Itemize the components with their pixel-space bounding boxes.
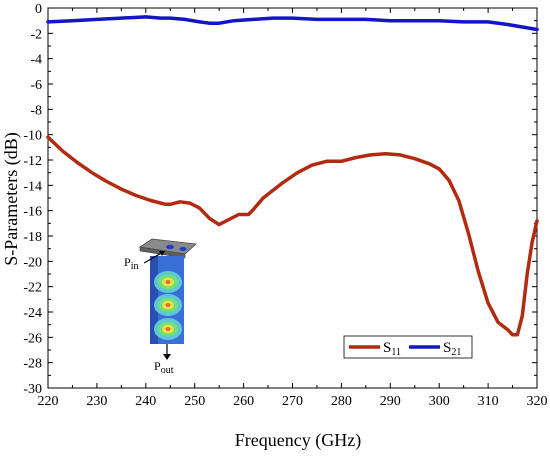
y-tick-label: -20 bbox=[23, 255, 42, 270]
y-tick-label: -16 bbox=[23, 205, 42, 220]
x-tick-label: 270 bbox=[282, 394, 303, 409]
x-tick-label: 290 bbox=[380, 394, 401, 409]
x-tick-label: 300 bbox=[429, 394, 450, 409]
y-tick-label: -14 bbox=[23, 179, 42, 194]
x-tick-label: 240 bbox=[135, 394, 156, 409]
legend-label-s11: S11 bbox=[383, 340, 401, 358]
x-tick-label: 220 bbox=[38, 394, 59, 409]
input-port-label: Pin bbox=[124, 255, 138, 272]
y-tick-label: -24 bbox=[23, 306, 42, 321]
field-pattern-3 bbox=[154, 318, 182, 340]
y-tick-label: -10 bbox=[23, 129, 42, 144]
y-tick-label: -22 bbox=[23, 281, 42, 296]
y-tick-label: -18 bbox=[23, 230, 42, 245]
legend: S11 S21 bbox=[343, 335, 473, 359]
x-tick-label: 250 bbox=[184, 394, 205, 409]
series-line-s21 bbox=[46, 15, 539, 32]
y-tick-label: 0 bbox=[35, 2, 42, 17]
x-tick-label: 230 bbox=[86, 394, 107, 409]
y-tick-label: -30 bbox=[23, 382, 42, 397]
y-tick-label: -2 bbox=[30, 27, 42, 42]
series-line-s11 bbox=[46, 135, 539, 337]
x-axis-title: Frequency (GHz) bbox=[235, 430, 361, 451]
x-tick-label: 260 bbox=[233, 394, 254, 409]
legend-box bbox=[343, 335, 473, 359]
y-tick-label: -12 bbox=[23, 154, 42, 169]
x-tick-label: 310 bbox=[478, 394, 499, 409]
field-pattern-1 bbox=[154, 271, 182, 293]
series-lines bbox=[46, 15, 539, 337]
axes bbox=[47, 7, 538, 389]
y-axis-title: S-Parameters (dB) bbox=[1, 132, 22, 265]
legend-label-s21: S21 bbox=[443, 340, 461, 358]
output-port-label: Pout bbox=[154, 359, 174, 376]
x-tick-label: 280 bbox=[331, 394, 352, 409]
y-tick-label: -8 bbox=[30, 103, 42, 118]
ticks: 220 230 240 250 260 270 280 290 300 310 320 0 -2 -4 -6… bbox=[23, 2, 547, 409]
x-tick-label: 320 bbox=[527, 394, 548, 409]
inset-structure-illustration: Pin Pout bbox=[124, 238, 197, 376]
field-pattern-2 bbox=[154, 294, 182, 316]
y-tick-label: -26 bbox=[23, 331, 42, 346]
plot-frame bbox=[47, 7, 538, 389]
y-tick-label: -28 bbox=[23, 357, 42, 372]
y-tick-label: -6 bbox=[30, 78, 42, 93]
y-tick-label: -4 bbox=[30, 53, 42, 68]
